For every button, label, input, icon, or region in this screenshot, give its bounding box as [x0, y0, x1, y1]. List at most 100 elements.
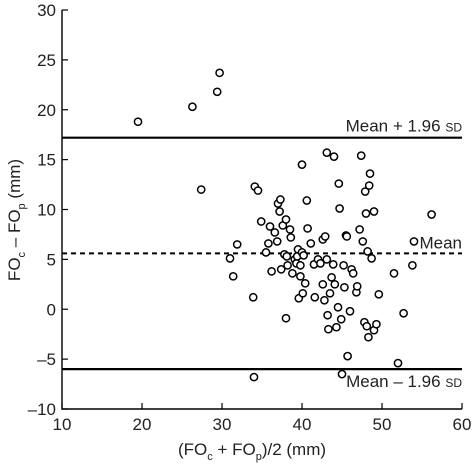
data-point-52 [318, 279, 328, 289]
data-point-4 [196, 185, 206, 194]
data-point-39 [297, 160, 307, 169]
axes-frame [61, 10, 462, 410]
data-point-77 [348, 268, 358, 278]
x-tick-label-40: 40 [293, 415, 312, 434]
data-point-41 [299, 251, 308, 260]
data-point-6 [228, 271, 238, 281]
data-point-66 [334, 179, 344, 188]
data-point-14 [264, 239, 273, 248]
data-point-99 [408, 261, 417, 270]
data-point-50 [316, 259, 325, 268]
data-point-26 [282, 252, 292, 261]
data-point-101 [427, 210, 436, 219]
data-point-8 [248, 292, 258, 302]
data-point-42 [298, 288, 308, 298]
y-tick-label-10: 10 [37, 201, 56, 220]
data-point-80 [355, 225, 364, 234]
data-point-65 [333, 302, 343, 312]
data-point-3 [215, 68, 224, 78]
ref-label-lower: Mean – 1.96 SD [346, 372, 462, 391]
data-point-84 [360, 187, 370, 196]
data-point-29 [285, 225, 295, 234]
data-point-22 [276, 265, 286, 274]
data-point-9 [249, 372, 259, 382]
y-tick-label-25: 25 [37, 51, 56, 70]
data-point-12 [256, 217, 266, 226]
data-point-73 [342, 232, 352, 241]
data-point-48 [310, 292, 320, 302]
data-point-87 [363, 247, 372, 256]
y-tick-label--5: –5 [37, 350, 56, 369]
data-point-96 [389, 268, 399, 278]
data-point-45 [303, 224, 312, 233]
data-point-38 [296, 261, 305, 270]
data-point-15 [265, 222, 275, 231]
data-point-75 [345, 306, 355, 316]
data-point-82 [358, 237, 368, 246]
data-point-58 [324, 324, 333, 334]
data-point-62 [328, 260, 338, 269]
data-point-25 [281, 215, 291, 224]
ref-label-mean: Mean [419, 233, 462, 252]
x-axis-label: (FOc + FOp)/2 (mm) [178, 440, 326, 463]
data-point-2 [212, 87, 222, 97]
x-tick-label-50: 50 [373, 415, 392, 434]
data-point-16 [267, 266, 276, 276]
data-point-59 [325, 288, 335, 298]
data-point-70 [339, 261, 348, 270]
ref-label-upper: Mean + 1.96 SD [346, 117, 463, 136]
data-point-71 [340, 282, 349, 292]
data-point-0 [133, 117, 143, 127]
data-point-46 [306, 239, 316, 248]
data-point-91 [367, 254, 376, 263]
data-point-53 [320, 295, 329, 305]
x-tick-label-60: 60 [453, 415, 472, 434]
data-point-67 [335, 204, 344, 213]
data-point-28 [281, 313, 291, 323]
data-point-69 [337, 369, 347, 379]
data-point-64 [332, 322, 341, 332]
data-point-98 [399, 308, 408, 318]
x-tick-label-20: 20 [133, 415, 152, 434]
data-point-74 [343, 351, 352, 361]
data-point-43 [300, 278, 310, 288]
data-point-92 [369, 207, 379, 216]
data-point-60 [327, 272, 336, 282]
data-point-54 [320, 232, 330, 241]
data-point-30 [286, 233, 296, 242]
data-point-61 [329, 152, 339, 161]
data-point-55 [322, 148, 332, 157]
data-point-79 [352, 281, 362, 291]
y-tick-label--10: –10 [28, 400, 56, 419]
data-point-17 [270, 228, 280, 237]
data-points [133, 68, 436, 382]
y-axis-label: FOc – FOp (mm) [5, 159, 28, 281]
data-point-97 [393, 358, 403, 368]
data-point-63 [330, 279, 340, 289]
data-point-90 [364, 332, 373, 342]
y-tick-label-30: 30 [37, 1, 56, 20]
data-point-11 [253, 186, 263, 195]
data-point-7 [232, 240, 242, 249]
y-ticks: –10 –5 0 5 10 15 20 25 30 [28, 1, 68, 419]
data-point-20 [275, 207, 284, 216]
data-point-89 [365, 169, 375, 178]
data-point-57 [323, 310, 332, 320]
y-tick-label-20: 20 [37, 101, 56, 120]
data-point-5 [225, 254, 235, 263]
data-point-88 [364, 181, 374, 190]
data-point-18 [272, 237, 282, 246]
data-point-31 [288, 268, 297, 278]
data-point-21 [276, 195, 285, 204]
data-point-1 [188, 102, 197, 112]
data-point-68 [336, 314, 346, 324]
x-tick-label-30: 30 [213, 415, 232, 434]
y-tick-label-0: 0 [47, 300, 56, 319]
data-point-94 [372, 319, 381, 329]
ref-labels: Mean + 1.96 SD Mean Mean – 1.96 SD [346, 117, 463, 391]
y-tick-label-15: 15 [37, 151, 56, 170]
data-point-37 [296, 271, 305, 281]
y-tick-label-5: 5 [47, 250, 56, 269]
x-tick-label-10: 10 [53, 415, 72, 434]
